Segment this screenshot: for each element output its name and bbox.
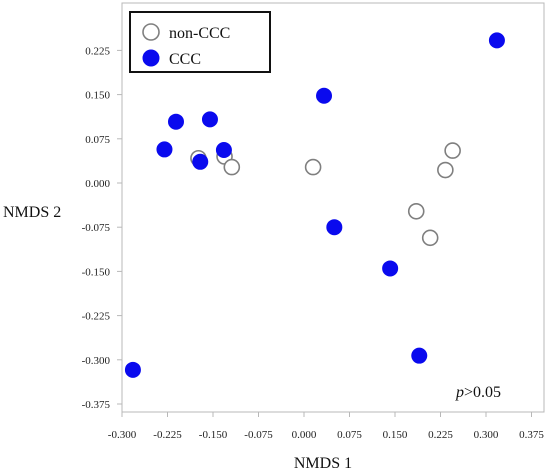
p-value-symbol: p — [455, 384, 464, 401]
point-ccc — [326, 219, 343, 236]
point-ccc — [316, 87, 333, 104]
point-non-ccc — [437, 161, 454, 179]
x-tick-label: 0.300 — [474, 429, 499, 441]
y-tick-label: -0.150 — [82, 266, 111, 278]
x-axis-ticks: -0.300 -0.225 -0.150 -0.075 0.000 0.075 0.150 0… — [108, 412, 544, 441]
legend-label-ccc: CCC — [169, 51, 201, 68]
x-axis-title: NMDS 1 — [294, 455, 352, 472]
x-tick-label: 0.000 — [292, 429, 317, 441]
x-tick-label: 0.375 — [519, 429, 544, 441]
point-non-ccc — [304, 158, 322, 176]
p-value-annotation: p>0.05 — [455, 384, 501, 401]
point-non-ccc — [407, 202, 425, 220]
y-tick-label: 0.075 — [85, 134, 110, 146]
y-tick-label: 0.000 — [85, 178, 110, 190]
y-tick-label: -0.075 — [82, 222, 111, 234]
y-axis-ticks: 0.225 0.150 0.075 0.000 -0.075 -0.150 -0.225 -0… — [82, 45, 122, 411]
point-non-ccc — [223, 158, 241, 176]
y-tick-label: -0.300 — [82, 355, 111, 367]
point-ccc — [192, 153, 209, 170]
y-tick-label: -0.225 — [82, 311, 111, 323]
legend-label-non-ccc: non-CCC — [169, 25, 230, 42]
point-ccc — [167, 113, 184, 130]
point-ccc — [201, 111, 218, 128]
legend-marker-non-ccc — [142, 23, 160, 41]
y-axis-title: NMDS 2 — [3, 204, 61, 221]
x-tick-label: -0.300 — [108, 429, 137, 441]
point-ccc — [488, 32, 505, 49]
y-tick-label: -0.375 — [82, 399, 111, 411]
legend-marker-ccc — [142, 49, 160, 67]
x-tick-label: 0.075 — [337, 429, 362, 441]
x-tick-label: -0.150 — [199, 429, 228, 441]
point-non-ccc — [444, 142, 461, 159]
legend: non-CCC CCC — [129, 11, 271, 73]
x-tick-label: -0.225 — [153, 429, 182, 441]
x-tick-label: -0.075 — [244, 429, 273, 441]
p-value-threshold: >0.05 — [464, 384, 501, 401]
y-tick-label: 0.150 — [85, 90, 110, 102]
point-ccc — [156, 141, 173, 158]
data-points — [124, 32, 505, 378]
point-ccc — [215, 141, 232, 158]
x-tick-label: 0.150 — [383, 429, 408, 441]
point-ccc — [382, 260, 399, 277]
x-tick-label: 0.225 — [428, 429, 453, 441]
point-ccc — [411, 347, 428, 364]
point-non-ccc — [421, 229, 439, 247]
plot-frame — [121, 2, 545, 413]
y-tick-label: 0.225 — [85, 45, 110, 57]
point-ccc — [124, 361, 141, 378]
